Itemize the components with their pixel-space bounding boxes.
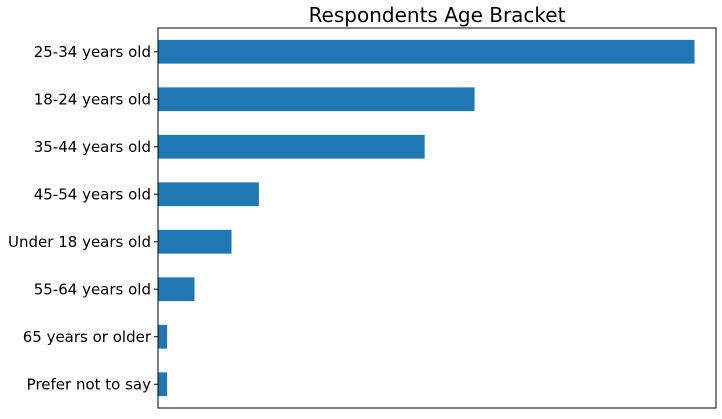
bar: [158, 87, 475, 112]
y-tick-label: 18-24 years old: [34, 90, 151, 108]
plot-area: 25-34 years old 18-24 years old 35-44 year…: [8, 27, 717, 409]
bar: [158, 277, 195, 302]
bar: [158, 372, 168, 397]
y-tick-label: 55-64 years old: [34, 280, 151, 298]
y-tick-label: 25-34 years old: [34, 43, 151, 61]
y-tick-label: Prefer not to say: [27, 375, 151, 393]
bar: [158, 134, 425, 159]
y-tick-label: 35-44 years old: [34, 138, 151, 156]
bar: [158, 229, 232, 254]
bar: [158, 182, 259, 207]
y-tick-label: 65 years or older: [23, 328, 152, 346]
chart-title: Respondents Age Bracket: [309, 3, 566, 27]
y-tick-label: 45-54 years old: [34, 185, 151, 203]
y-tick-label: Under 18 years old: [8, 233, 151, 251]
axes-frame: [157, 27, 717, 409]
bar: [158, 39, 695, 64]
bar: [158, 324, 168, 349]
